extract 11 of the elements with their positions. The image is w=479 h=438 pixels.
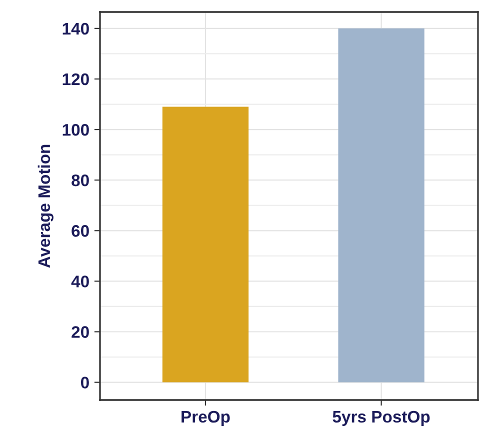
y-tick-label: 140	[62, 22, 89, 35]
y-tick-label: 0	[80, 376, 89, 389]
x-tick-label: 5yrs PostOp	[332, 410, 430, 426]
y-axis-title: Average Motion	[38, 144, 54, 268]
y-tick-label: 100	[62, 124, 89, 136]
y-tick-label: 80	[72, 174, 89, 186]
y-tick-label: 60	[72, 225, 89, 237]
y-tick-label: 20	[72, 326, 89, 338]
y-tick-label: 40	[71, 276, 89, 288]
x-tick-label: PreOp	[182, 410, 230, 426]
y-tick-label: 120	[62, 73, 89, 86]
